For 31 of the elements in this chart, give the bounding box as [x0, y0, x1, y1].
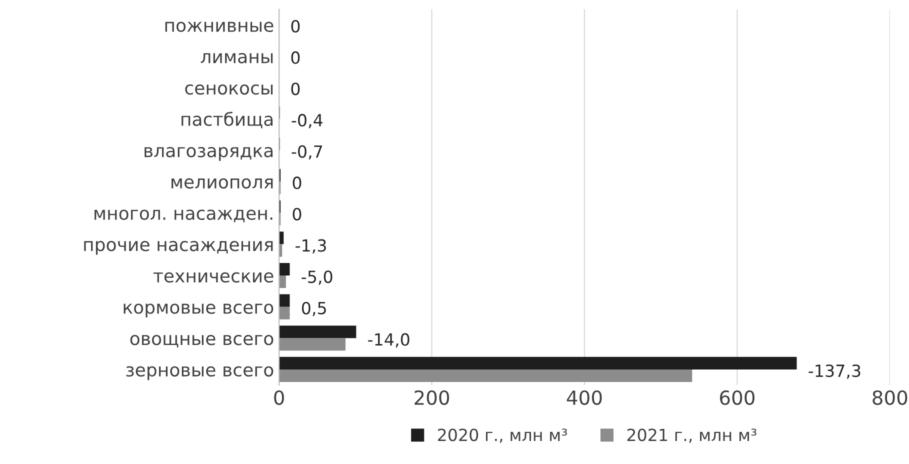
y-tick-label: пастбища: [182, 112, 273, 128]
x-tick-label: 200: [414, 390, 450, 406]
x-tick-label: 0: [274, 390, 284, 406]
x-tick-label: 600: [720, 390, 754, 406]
y-tick-label: лиманы: [200, 53, 273, 64]
x-tick-label: 800: [872, 390, 908, 406]
y-tick-label: технические: [153, 272, 274, 283]
y-tick-label: зерновые всего: [126, 366, 274, 380]
annotation: 0: [291, 82, 300, 96]
annotation: -14,0: [368, 333, 410, 348]
annotation: 0: [292, 208, 302, 220]
y-tick-label: мелиополя: [172, 178, 273, 189]
y-tick-label: кормовые всего: [124, 304, 274, 318]
y-tick-label: овощные всего: [130, 334, 274, 348]
y-tick-label: пожнивные: [165, 22, 274, 32]
annotation: -5,0: [302, 270, 332, 285]
x-tick-label: 400: [566, 390, 602, 406]
annotation: 0: [291, 20, 300, 33]
annotation: -0,7: [292, 145, 322, 160]
annotation: -1,3: [296, 239, 326, 254]
y-tick-label: сенокосы: [185, 84, 273, 95]
y-tick-label: многол. насажден.: [94, 210, 272, 222]
y-tick-label: прочие насаждения: [84, 240, 273, 255]
legend-label: 2020 г., млн м³: [438, 428, 567, 443]
annotation: -0,4: [292, 114, 323, 128]
legend-label: 2021 г., млн м³: [627, 428, 756, 443]
y-tick-label: влагозарядка: [144, 146, 273, 161]
annotation: 0,5: [302, 302, 326, 316]
annotation: -137,3: [808, 364, 860, 379]
annotation: 0: [292, 176, 302, 190]
annotation: 0: [291, 51, 300, 64]
